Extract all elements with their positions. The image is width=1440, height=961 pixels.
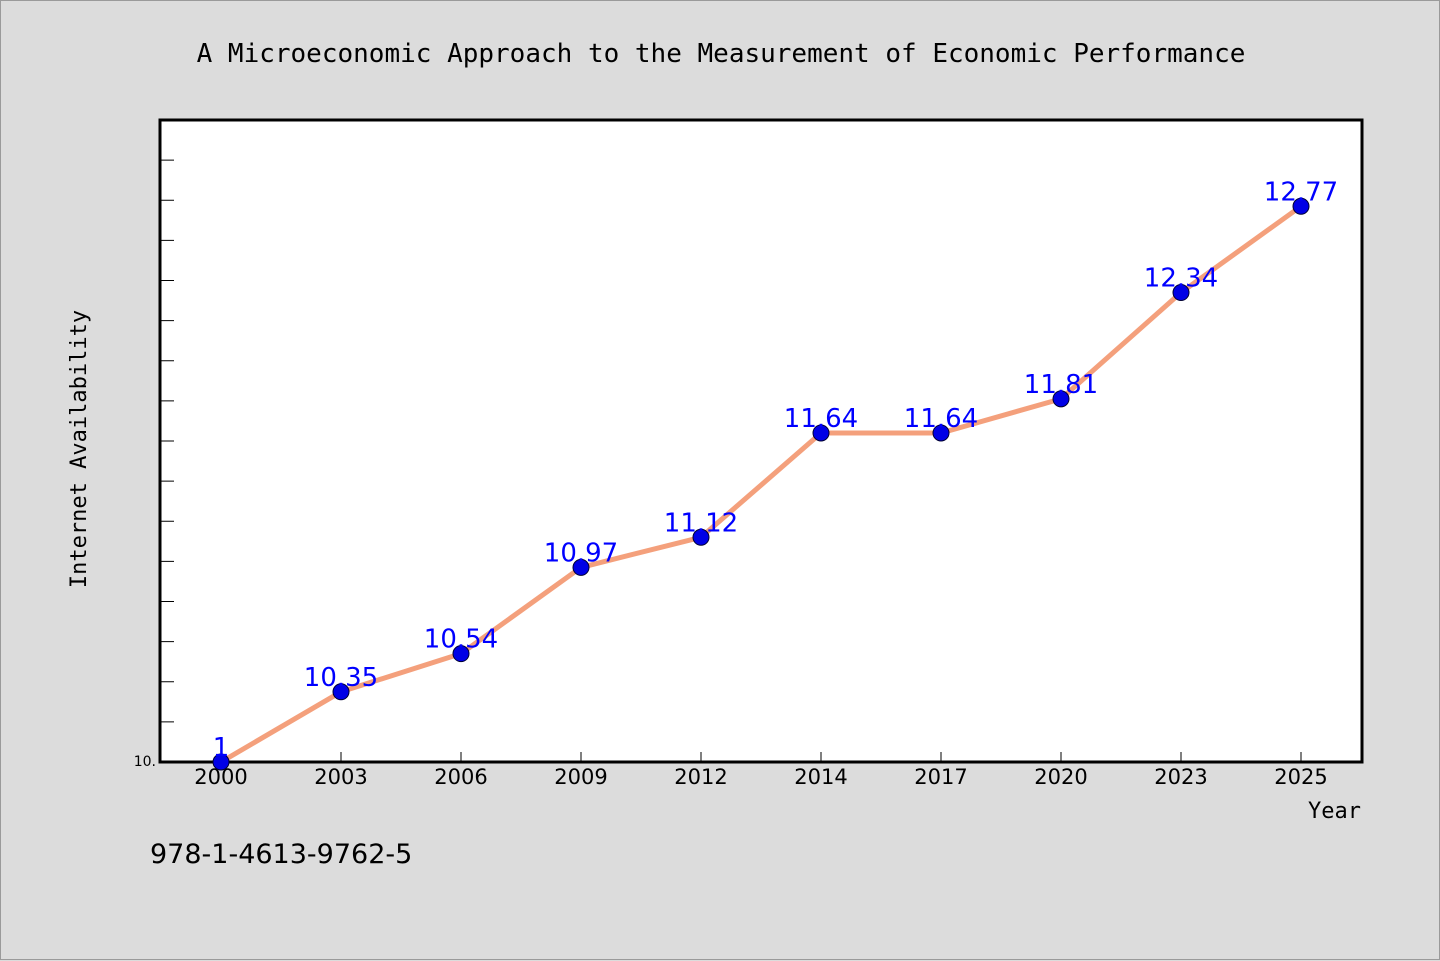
isbn-footer: 978-1-4613-9762-5 (150, 839, 412, 870)
data-label: 11.81 (1024, 370, 1098, 400)
data-label: 11.64 (784, 404, 858, 434)
data-point (1052, 390, 1070, 408)
chart-title: A Microeconomic Approach to the Measurem… (197, 39, 1246, 69)
data-label: 12.77 (1264, 177, 1338, 207)
x-tick-label: 2017 (914, 765, 967, 789)
x-tick-label: 2003 (314, 765, 367, 789)
x-tick-label: 2014 (794, 765, 847, 789)
data-point (932, 424, 950, 442)
data-label: 10.54 (424, 625, 498, 655)
data-label: 10.35 (304, 663, 378, 693)
x-axis-ticks: 2000 2003 2006 2009 2012 2014 2017 2020 2023 2025 (194, 752, 1328, 789)
data-point (332, 683, 350, 701)
y-tick-label: 10. (134, 754, 156, 770)
y-axis-ticks (160, 159, 174, 763)
data-labels-group: 1 10.35 10.54 10.97 11.12 11.64 11.64 11.81 12.3… (213, 177, 1338, 763)
data-label: 10.97 (544, 538, 618, 568)
data-label: 11.12 (664, 508, 738, 538)
data-label: 11.64 (904, 404, 978, 434)
x-tick-label: 2023 (1154, 765, 1207, 789)
data-point (812, 424, 830, 442)
data-label: 12.34 (1144, 264, 1218, 294)
data-label: 1 (213, 733, 230, 763)
series-line (218, 203, 1304, 765)
x-tick-label: 2020 (1034, 765, 1087, 789)
x-tick-label: 2009 (554, 765, 607, 789)
data-point (452, 645, 470, 663)
x-tick-label: 2025 (1274, 765, 1327, 789)
data-point (212, 753, 230, 771)
x-tick-label: 2006 (434, 765, 487, 789)
y-axis-label: Internet Availability (67, 310, 92, 588)
data-point (1292, 197, 1310, 215)
markers-group (212, 197, 1310, 771)
plot-area (158, 118, 1364, 764)
series-line-group (218, 203, 1304, 765)
x-axis-label: Year (1308, 799, 1361, 824)
data-point (692, 528, 710, 546)
data-point (572, 558, 590, 576)
data-point (1172, 284, 1190, 302)
x-tick-label: 2012 (674, 765, 727, 789)
